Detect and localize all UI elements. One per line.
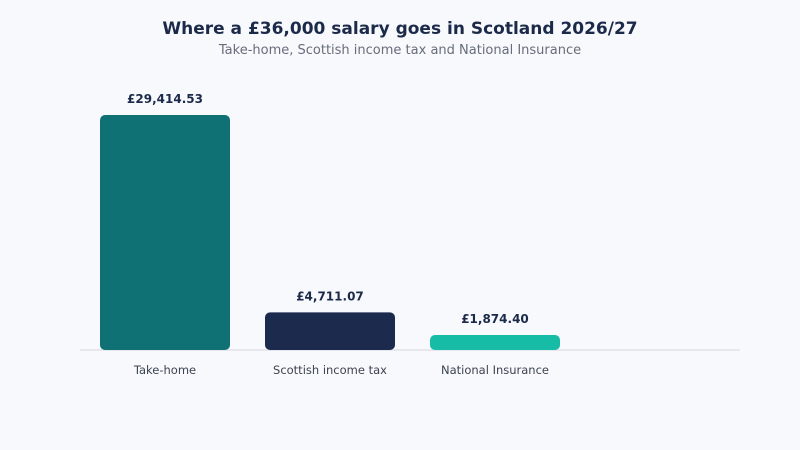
bar-value-label-2: £1,874.40 <box>461 312 529 326</box>
bar-1 <box>265 312 395 350</box>
category-label-0: Take-home <box>133 363 196 377</box>
bar-0 <box>100 115 230 350</box>
bar-value-label-1: £4,711.07 <box>296 289 364 303</box>
chart-subtitle: Take-home, Scottish income tax and Natio… <box>218 43 582 58</box>
category-label-1: Scottish income tax <box>273 363 387 377</box>
bar-2 <box>430 335 560 350</box>
chart-title: Where a £36,000 salary goes in Scotland … <box>162 19 638 39</box>
bar-value-label-0: £29,414.53 <box>127 92 203 106</box>
category-label-2: National Insurance <box>441 363 549 377</box>
